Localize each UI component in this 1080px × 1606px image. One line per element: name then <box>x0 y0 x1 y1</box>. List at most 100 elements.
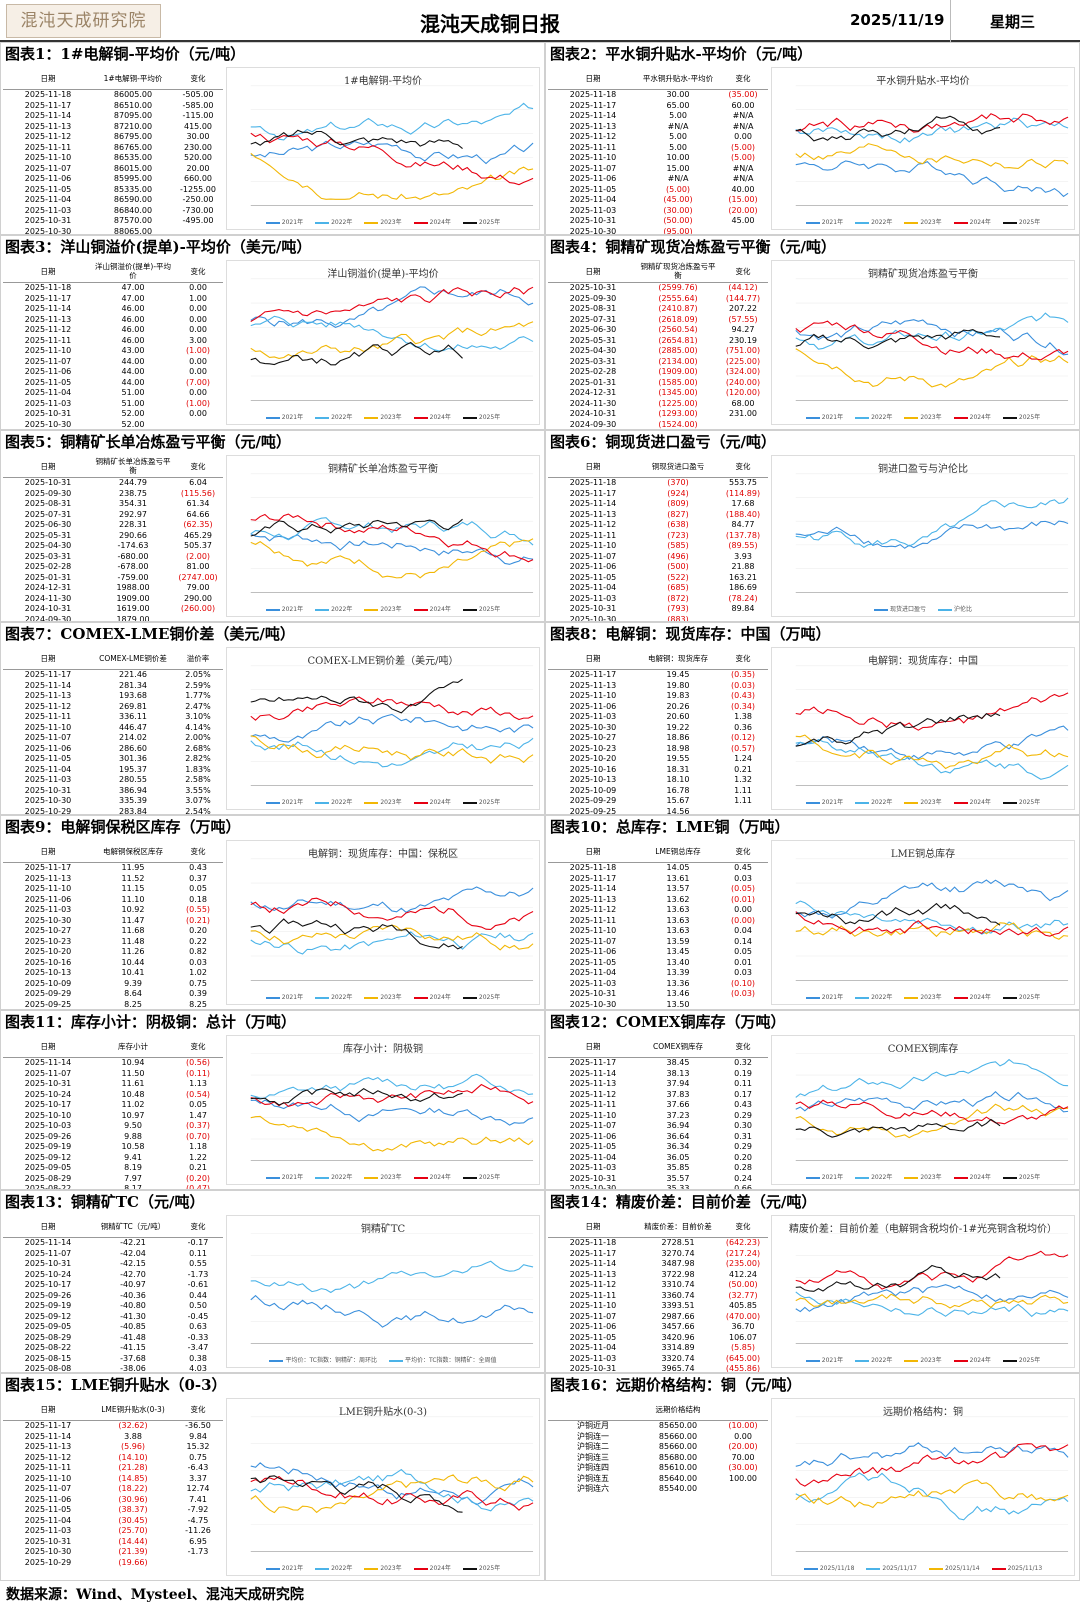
legend-item: 2024年 <box>953 1172 991 1181</box>
table-cell: 2025-11-17 <box>24 863 72 872</box>
table-cell: 2025-11-05 <box>569 1142 617 1151</box>
legend-label: 2021年 <box>281 606 304 613</box>
table-cell: 0.11 <box>189 1248 207 1258</box>
legend-item: 2021年 <box>805 797 843 806</box>
table-row: 2025-09-25 14.56 <box>548 807 768 815</box>
legend-swatch <box>265 1567 280 1570</box>
table-cell: 2025-05-31 <box>569 335 617 345</box>
line-chart: 库存小计：阴极铜 2021年 2022年 2023年 2024年 2025年 <box>226 1035 540 1185</box>
column-header: 溢价率 <box>186 653 210 663</box>
table-cell: 3.93 <box>734 551 752 561</box>
table-cell: 269.81 <box>119 701 147 711</box>
legend-label: 2023年 <box>920 1357 942 1364</box>
table-cell: 2025-02-28 <box>569 367 617 376</box>
table-row: 2025-11-04 51.00 0.00 <box>3 388 223 399</box>
table-cell: 2025-10-30 <box>569 1184 617 1190</box>
table-cell: 2025-11-10 <box>569 1301 617 1310</box>
table-cell: 2025-11-05 <box>24 377 72 387</box>
table-cell: 2025-11-18 <box>24 283 72 292</box>
table-cell: (642.23) <box>725 1238 761 1247</box>
chart-plot <box>250 473 534 593</box>
table-row: 2025-11-17 13.61 0.03 <box>548 874 768 885</box>
data-source-note: 数据来源：Wind、Mysteel、混沌天成研究院 <box>6 1587 304 1603</box>
table-cell: (723) <box>667 530 689 540</box>
table-row: 2025-11-13 3722.98 412.24 <box>548 1270 768 1281</box>
legend-swatch <box>1002 996 1017 999</box>
legend-swatch <box>413 1176 428 1179</box>
chart-plot <box>250 1233 534 1344</box>
legend-swatch <box>873 608 888 611</box>
table-cell: #N/A <box>732 111 754 120</box>
table-cell: 2025-11-11 <box>569 915 617 925</box>
table-cell: (751.00) <box>725 346 761 355</box>
table-cell: (872) <box>667 593 689 603</box>
panel-title: 图表12：COMEX铜库存（万吨） <box>550 1013 786 1031</box>
table-cell: (496) <box>667 551 689 561</box>
legend-label: 2022年 <box>871 1174 893 1181</box>
chart-plot <box>795 278 1069 401</box>
legend-item: 2023年 <box>364 1172 402 1181</box>
column-header: 远期价格结构 <box>655 1404 701 1414</box>
table-cell: 2025-10-29 <box>24 806 72 815</box>
table-cell: 2025-07-31 <box>569 314 617 324</box>
table-row: 2025-09-30 238.75 (115.56) <box>3 489 223 500</box>
table-cell: 8.17 <box>124 1184 142 1190</box>
table-row: 2025-11-18 47.00 0.00 <box>3 283 223 294</box>
table-row: 2025-11-07 36.94 0.30 <box>548 1121 768 1132</box>
legend-label: 2024年 <box>429 799 451 806</box>
table-cell: 0.05 <box>189 884 207 893</box>
table-cell: 553.75 <box>729 478 757 487</box>
table-row: 2025-11-05 44.00 (7.00) <box>3 378 223 389</box>
table-row: 2025-10-30 (883) <box>548 615 768 622</box>
legend-swatch <box>364 1176 379 1179</box>
table-cell: (20.00) <box>728 205 758 215</box>
panel-title: 图表8：电解铜：现货库存：中国（万吨） <box>550 625 831 643</box>
series-line <box>795 1264 1001 1292</box>
series-line <box>795 1479 1069 1509</box>
table-cell: (260.00) <box>180 604 216 613</box>
table-cell: #N/A <box>732 121 754 131</box>
table-cell: 2025-11-10 <box>569 541 617 550</box>
legend-swatch <box>315 1567 330 1570</box>
table-header: 日期 库存小计 变化 <box>3 1035 223 1058</box>
legend-item: 2022年 <box>315 1563 352 1572</box>
legend-item: 平均价：TC指数：铜精矿：周环比 <box>269 1355 377 1364</box>
table-cell: 2024-12-31 <box>569 388 617 397</box>
series-line <box>250 518 463 537</box>
table-cell: 3320.74 <box>661 1353 695 1363</box>
table-cell: 86015.00 <box>113 163 153 173</box>
table-cell: (137.78) <box>725 530 761 540</box>
legend-swatch <box>904 1359 919 1362</box>
table-row: 2025-11-10 (585) (89.55) <box>548 541 768 552</box>
table-cell: 0.36 <box>734 722 752 732</box>
table-cell: 2025-11-05 <box>569 957 617 967</box>
table-cell: 89.84 <box>731 604 755 613</box>
legend-swatch <box>462 996 477 999</box>
table-cell: 18.31 <box>666 764 690 774</box>
table-cell <box>718 420 768 430</box>
legend-item: 2025年 <box>1002 797 1040 806</box>
table-row: 2025-11-05 36.34 0.29 <box>548 1142 768 1153</box>
legend-swatch <box>1002 221 1017 224</box>
table-cell: 9.41 <box>124 1152 142 1162</box>
table-cell: 0.43 <box>189 863 207 872</box>
table-cell: 2025-11-10 <box>24 346 72 355</box>
table-cell: (924) <box>667 488 689 498</box>
table-cell: 0.20 <box>189 926 207 935</box>
table-cell: #N/A <box>667 121 689 131</box>
legend-item: 2025年 <box>462 797 500 806</box>
table-row: 2025-11-06 85995.00 660.00 <box>3 174 223 185</box>
table-row: 2025-11-11 336.11 3.10% <box>3 712 223 723</box>
chart-plot <box>795 858 1069 981</box>
table-cell: (5.00) <box>730 153 756 162</box>
data-table: 日期 洋山铜溢价(提单)-平均价 变化 2025-11-18 47.00 0.00 2025… <box>3 260 223 429</box>
table-cell: (645.00) <box>725 1353 761 1363</box>
table-cell: 2025-11-14 <box>24 1431 72 1441</box>
table-cell: 15.00 <box>666 163 690 173</box>
table-cell: 2025-11-07 <box>569 936 617 946</box>
table-row: 2025-10-30 35.33 0.66 <box>548 1184 768 1190</box>
table-cell: 2025-08-08 <box>24 1364 72 1373</box>
table-row: 2025-11-12 46.00 0.00 <box>3 325 223 336</box>
column-header: LME铜升贴水(0-3) <box>101 1404 165 1414</box>
table-cell: -730.00 <box>182 205 214 215</box>
